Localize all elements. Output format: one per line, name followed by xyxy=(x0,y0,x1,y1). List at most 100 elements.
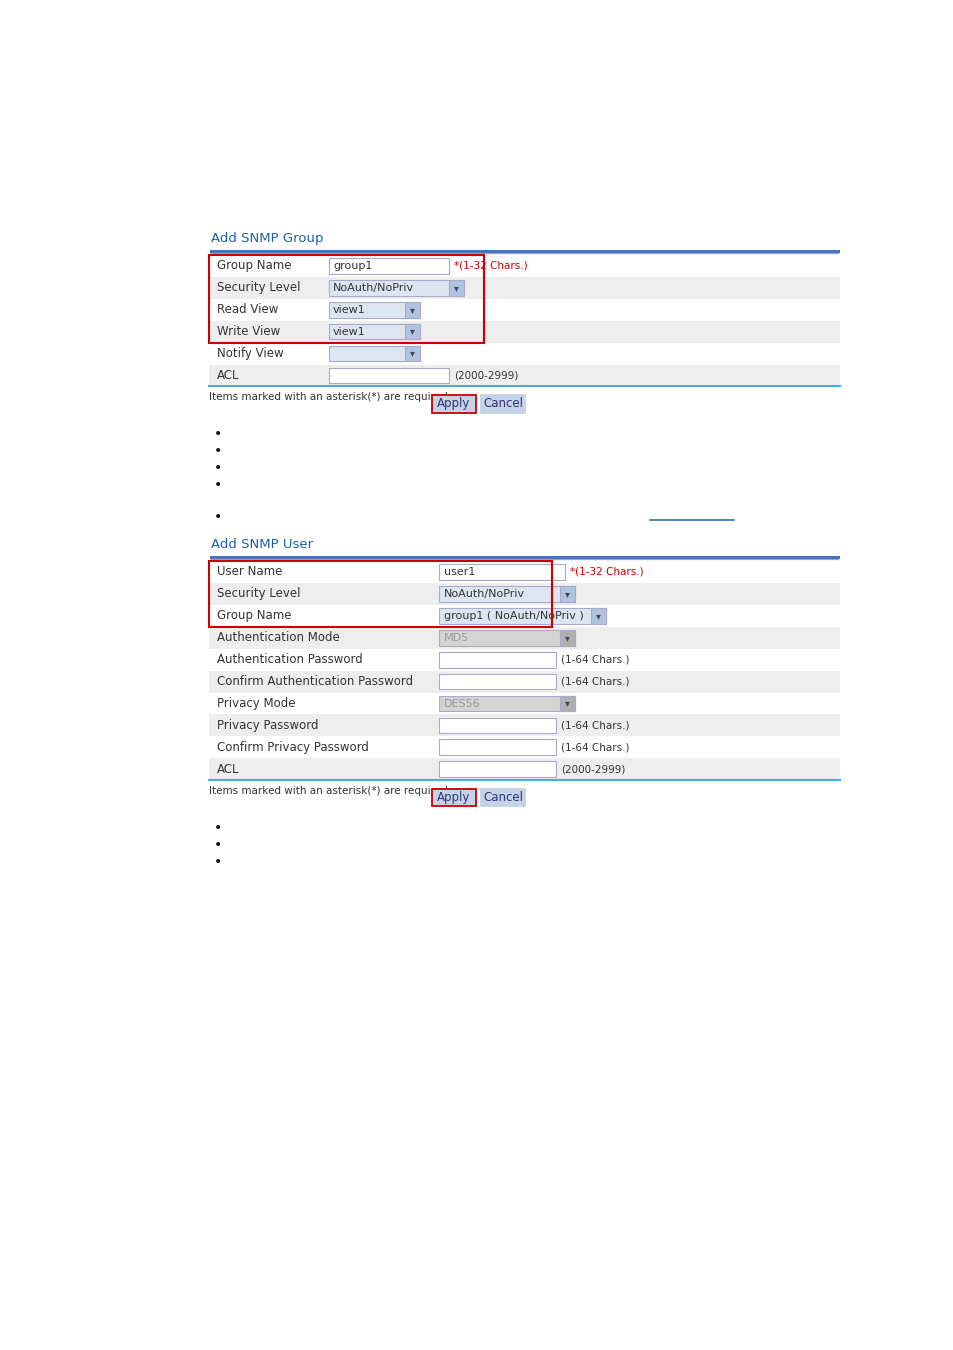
FancyBboxPatch shape xyxy=(439,695,575,711)
Text: Cancel: Cancel xyxy=(483,791,522,805)
FancyBboxPatch shape xyxy=(328,346,419,362)
FancyBboxPatch shape xyxy=(328,258,448,274)
Text: NoAuth/NoPriv: NoAuth/NoPriv xyxy=(443,589,524,599)
Bar xyxy=(209,364,840,386)
FancyBboxPatch shape xyxy=(559,586,575,602)
Bar xyxy=(209,277,840,298)
FancyBboxPatch shape xyxy=(439,652,555,667)
Text: Security Level: Security Level xyxy=(216,587,300,601)
Text: (1-64 Chars.): (1-64 Chars.) xyxy=(560,676,629,687)
Bar xyxy=(209,343,840,364)
FancyBboxPatch shape xyxy=(480,396,525,413)
FancyBboxPatch shape xyxy=(439,674,555,690)
FancyBboxPatch shape xyxy=(439,586,575,602)
Bar xyxy=(209,560,840,583)
Text: Confirm Privacy Password: Confirm Privacy Password xyxy=(216,741,369,753)
FancyBboxPatch shape xyxy=(449,279,464,296)
Text: Read View: Read View xyxy=(216,304,278,316)
FancyBboxPatch shape xyxy=(439,608,605,624)
Bar xyxy=(209,626,840,648)
Text: Notify View: Notify View xyxy=(216,347,283,360)
FancyBboxPatch shape xyxy=(439,761,555,778)
Text: Cancel: Cancel xyxy=(483,397,522,410)
Text: •: • xyxy=(213,855,222,869)
Text: Add SNMP User: Add SNMP User xyxy=(211,539,313,551)
Bar xyxy=(209,298,840,320)
FancyBboxPatch shape xyxy=(431,396,476,413)
Text: Confirm Authentication Password: Confirm Authentication Password xyxy=(216,675,413,688)
Text: Add SNMP Group: Add SNMP Group xyxy=(211,232,323,246)
Text: •: • xyxy=(213,478,222,491)
Text: view1: view1 xyxy=(333,327,366,336)
Text: ▾: ▾ xyxy=(564,698,570,709)
Text: ▾: ▾ xyxy=(410,348,415,359)
Text: NoAuth/NoPriv: NoAuth/NoPriv xyxy=(333,282,414,293)
Text: Write View: Write View xyxy=(216,325,280,338)
Bar xyxy=(209,255,840,277)
FancyBboxPatch shape xyxy=(328,324,419,339)
Text: ▾: ▾ xyxy=(410,305,415,315)
Text: User Name: User Name xyxy=(216,566,282,578)
Text: *(1-32 Chars.): *(1-32 Chars.) xyxy=(454,261,527,271)
Text: ACL: ACL xyxy=(216,369,239,382)
FancyBboxPatch shape xyxy=(328,279,464,296)
Text: •: • xyxy=(213,444,222,458)
Text: •: • xyxy=(213,821,222,836)
Text: ▾: ▾ xyxy=(410,327,415,336)
Text: ACL: ACL xyxy=(216,763,239,776)
FancyBboxPatch shape xyxy=(405,346,419,362)
Text: Group Name: Group Name xyxy=(216,609,291,622)
FancyBboxPatch shape xyxy=(328,367,448,383)
Text: Apply: Apply xyxy=(436,791,470,805)
Bar xyxy=(209,320,840,343)
Bar xyxy=(209,648,840,671)
FancyBboxPatch shape xyxy=(405,302,419,317)
FancyBboxPatch shape xyxy=(559,695,575,711)
FancyBboxPatch shape xyxy=(591,608,605,624)
Text: MD5: MD5 xyxy=(443,633,469,643)
FancyBboxPatch shape xyxy=(431,788,476,806)
Bar xyxy=(209,560,551,626)
Text: Authentication Mode: Authentication Mode xyxy=(216,632,339,644)
Text: •: • xyxy=(213,838,222,852)
Text: Privacy Password: Privacy Password xyxy=(216,720,318,732)
Text: ▾: ▾ xyxy=(564,633,570,643)
Text: Privacy Mode: Privacy Mode xyxy=(216,697,295,710)
Text: ▾: ▾ xyxy=(454,282,458,293)
FancyBboxPatch shape xyxy=(439,718,555,733)
Text: (2000-2999): (2000-2999) xyxy=(454,370,517,381)
Text: Group Name: Group Name xyxy=(216,259,291,273)
Text: DES56: DES56 xyxy=(443,698,480,709)
Bar xyxy=(209,736,840,759)
Text: ▾: ▾ xyxy=(564,589,570,599)
Text: •: • xyxy=(213,510,222,524)
FancyBboxPatch shape xyxy=(439,629,575,645)
Text: *(1-32 Chars.): *(1-32 Chars.) xyxy=(569,567,642,576)
Text: Items marked with an asterisk(*) are required: Items marked with an asterisk(*) are req… xyxy=(209,786,447,795)
FancyBboxPatch shape xyxy=(439,740,555,755)
Text: view1: view1 xyxy=(333,305,366,315)
Text: group1: group1 xyxy=(333,261,372,271)
Bar xyxy=(209,693,840,714)
Text: Security Level: Security Level xyxy=(216,281,300,294)
Bar xyxy=(209,605,840,626)
Text: (1-64 Chars.): (1-64 Chars.) xyxy=(560,721,629,730)
Bar xyxy=(209,255,484,343)
Bar xyxy=(209,671,840,693)
Text: (1-64 Chars.): (1-64 Chars.) xyxy=(560,655,629,664)
Text: ▾: ▾ xyxy=(596,610,600,621)
Text: Authentication Password: Authentication Password xyxy=(216,653,362,666)
Text: user1: user1 xyxy=(443,567,475,576)
FancyBboxPatch shape xyxy=(405,324,419,339)
Text: (2000-2999): (2000-2999) xyxy=(560,764,625,775)
FancyBboxPatch shape xyxy=(559,629,575,645)
Text: •: • xyxy=(213,427,222,441)
Bar xyxy=(209,583,840,605)
Text: •: • xyxy=(213,462,222,475)
Text: group1 ( NoAuth/NoPriv ): group1 ( NoAuth/NoPriv ) xyxy=(443,610,583,621)
Bar xyxy=(209,759,840,780)
Text: Apply: Apply xyxy=(436,397,470,410)
FancyBboxPatch shape xyxy=(480,788,525,806)
Bar xyxy=(209,714,840,736)
Text: Items marked with an asterisk(*) are required: Items marked with an asterisk(*) are req… xyxy=(209,392,447,402)
